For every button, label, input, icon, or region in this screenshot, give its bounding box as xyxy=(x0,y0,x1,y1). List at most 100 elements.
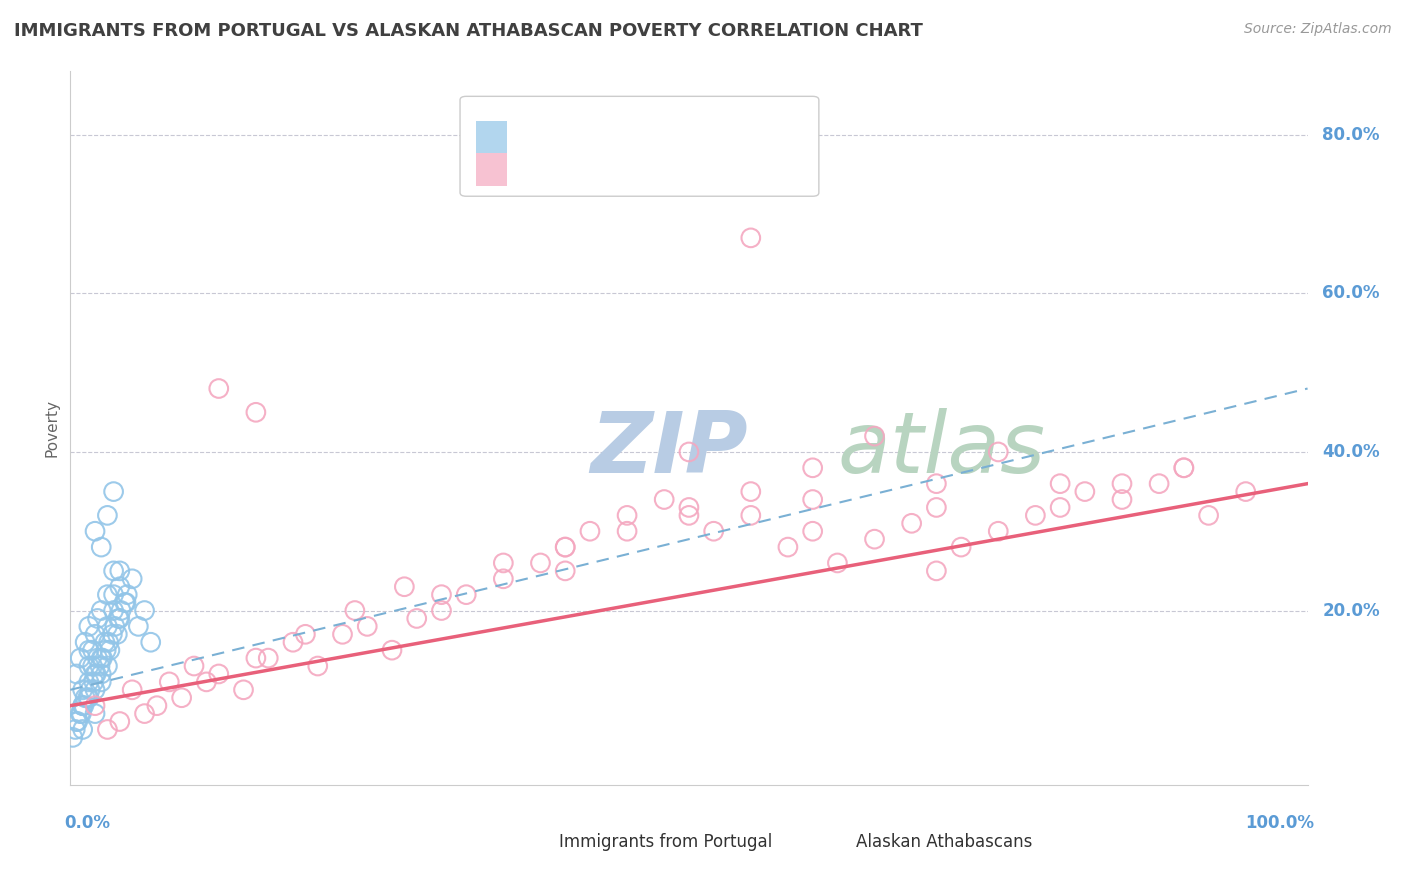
Point xyxy=(72,698,94,713)
Point xyxy=(381,643,404,657)
Point xyxy=(554,540,576,554)
Point xyxy=(356,619,378,633)
Point xyxy=(925,564,948,578)
Bar xyxy=(813,828,848,858)
Point xyxy=(90,603,112,617)
Point xyxy=(108,580,131,594)
Point xyxy=(65,667,87,681)
Point xyxy=(72,682,94,697)
Text: atlas: atlas xyxy=(838,408,1046,491)
Text: 20.0%: 20.0% xyxy=(1323,601,1381,620)
Point xyxy=(1173,460,1195,475)
Point xyxy=(157,674,180,689)
Point xyxy=(554,540,576,554)
Point xyxy=(103,588,125,602)
Point xyxy=(65,714,87,729)
Point xyxy=(103,603,125,617)
Point xyxy=(208,667,231,681)
Point xyxy=(332,627,354,641)
Point xyxy=(127,619,149,633)
Point xyxy=(1173,460,1195,475)
Point xyxy=(96,508,118,523)
Point xyxy=(103,484,125,499)
Point xyxy=(69,706,91,721)
Point xyxy=(77,643,100,657)
Point xyxy=(492,572,515,586)
Point xyxy=(139,635,162,649)
Point xyxy=(107,611,129,625)
Point xyxy=(827,556,849,570)
Point xyxy=(72,723,94,737)
Point xyxy=(121,572,143,586)
Point xyxy=(121,682,143,697)
Point xyxy=(740,231,762,245)
Text: N = 70: N = 70 xyxy=(686,161,754,178)
Text: R = 0.299: R = 0.299 xyxy=(519,128,617,146)
Point xyxy=(115,588,138,602)
Point xyxy=(82,643,104,657)
Point xyxy=(801,460,824,475)
Point xyxy=(579,524,602,539)
Point xyxy=(75,635,97,649)
Point xyxy=(83,674,105,689)
Point xyxy=(90,667,112,681)
Point xyxy=(652,492,675,507)
Bar xyxy=(477,121,508,153)
Point xyxy=(232,682,254,697)
Point xyxy=(430,603,453,617)
Point xyxy=(90,651,112,665)
Bar xyxy=(477,153,508,186)
Point xyxy=(405,611,427,625)
Point xyxy=(740,508,762,523)
Point xyxy=(900,516,922,531)
Text: 60.0%: 60.0% xyxy=(1323,285,1379,302)
Point xyxy=(987,445,1010,459)
Point xyxy=(76,690,98,705)
Point xyxy=(96,619,118,633)
Point xyxy=(616,508,638,523)
Point xyxy=(97,635,120,649)
Point xyxy=(134,603,156,617)
Text: Immigrants from Portugal: Immigrants from Portugal xyxy=(560,833,772,851)
Point xyxy=(62,731,84,745)
Point xyxy=(96,659,118,673)
Point xyxy=(77,619,100,633)
Point xyxy=(70,706,93,721)
Point xyxy=(1024,508,1046,523)
Point xyxy=(104,619,127,633)
Point xyxy=(77,674,100,689)
Point xyxy=(90,674,112,689)
Point xyxy=(69,651,91,665)
Point xyxy=(84,698,107,713)
Point xyxy=(245,405,267,419)
Point xyxy=(105,627,128,641)
Point xyxy=(134,706,156,721)
Point xyxy=(801,524,824,539)
Point xyxy=(110,603,132,617)
Y-axis label: Poverty: Poverty xyxy=(44,399,59,458)
Point xyxy=(678,445,700,459)
Point xyxy=(1198,508,1220,523)
Point xyxy=(96,643,118,657)
Point xyxy=(1074,484,1097,499)
Point xyxy=(146,698,169,713)
Point xyxy=(82,659,104,673)
Point xyxy=(108,714,131,729)
Point xyxy=(73,698,96,713)
Point xyxy=(343,603,366,617)
Point xyxy=(430,588,453,602)
Point xyxy=(84,682,107,697)
Point xyxy=(96,723,118,737)
Point xyxy=(65,723,87,737)
Text: 40.0%: 40.0% xyxy=(1323,443,1381,461)
Point xyxy=(94,635,117,649)
Point xyxy=(208,382,231,396)
Point xyxy=(90,540,112,554)
Point xyxy=(101,627,124,641)
Point xyxy=(394,580,416,594)
Bar xyxy=(516,828,550,858)
Point xyxy=(1234,484,1257,499)
Point xyxy=(492,556,515,570)
Point xyxy=(86,651,108,665)
Point xyxy=(245,651,267,665)
